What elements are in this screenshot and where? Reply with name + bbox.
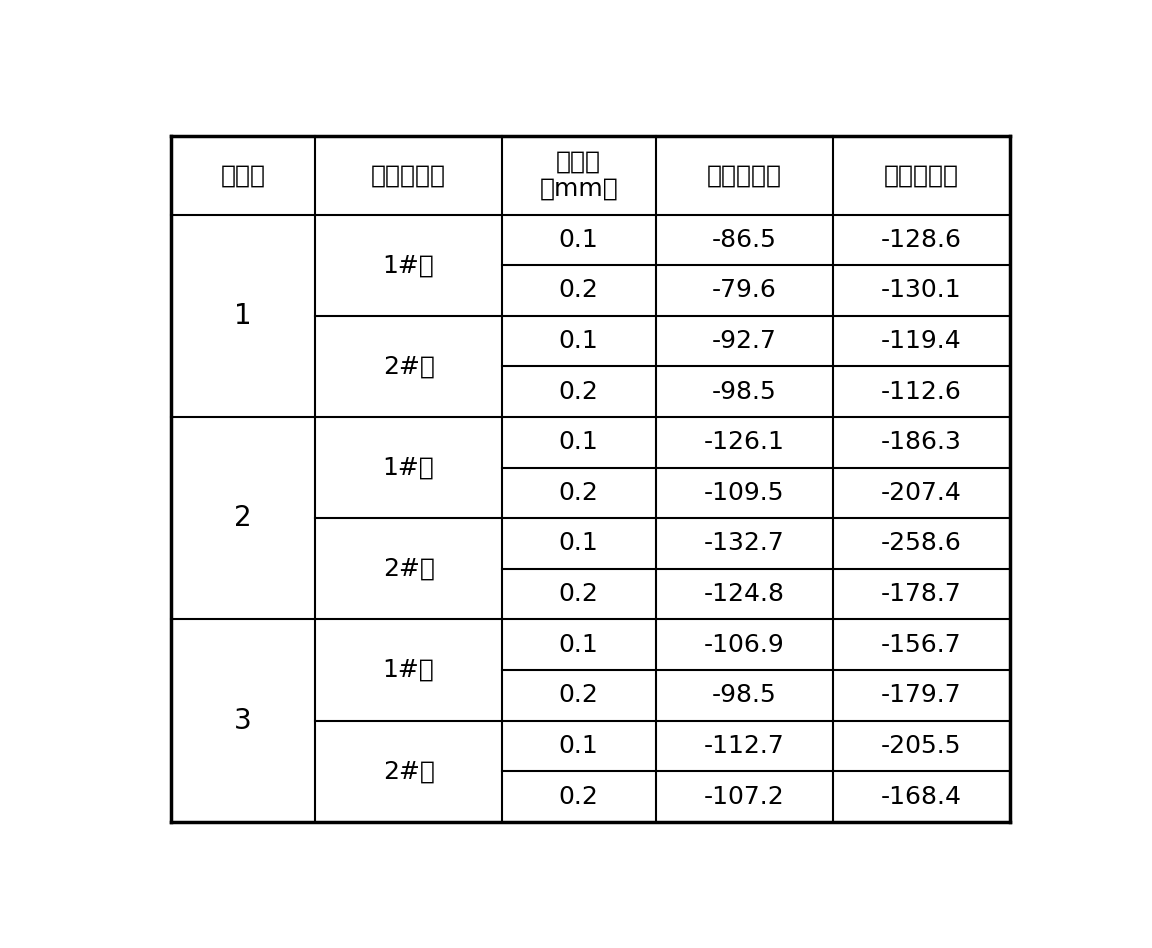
Text: -179.7: -179.7: [881, 684, 962, 707]
Text: -86.5: -86.5: [712, 228, 776, 252]
Text: 0.1: 0.1: [559, 734, 599, 757]
Text: -109.5: -109.5: [704, 481, 785, 505]
Text: 0.2: 0.2: [559, 380, 599, 404]
Text: -112.7: -112.7: [704, 734, 785, 757]
Text: -98.5: -98.5: [712, 380, 776, 404]
Text: 2#齿: 2#齿: [382, 355, 434, 378]
Text: 0.1: 0.1: [559, 532, 599, 556]
Text: 0.1: 0.1: [559, 632, 599, 657]
Text: -132.7: -132.7: [704, 532, 785, 556]
Text: -79.6: -79.6: [712, 279, 776, 302]
Text: -119.4: -119.4: [881, 329, 962, 353]
Text: -207.4: -207.4: [881, 481, 962, 505]
Text: 3: 3: [234, 706, 252, 735]
Text: 0.1: 0.1: [559, 329, 599, 353]
Text: -156.7: -156.7: [881, 632, 962, 657]
Text: -106.9: -106.9: [704, 632, 785, 657]
Text: 1#齿: 1#齿: [382, 253, 434, 277]
Text: 2#齿: 2#齿: [382, 759, 434, 783]
Text: -112.6: -112.6: [881, 380, 962, 404]
Text: 沿齿面方向: 沿齿面方向: [884, 163, 958, 187]
Text: 2#齿: 2#齿: [382, 556, 434, 581]
Text: 0.2: 0.2: [559, 785, 599, 809]
Text: -258.6: -258.6: [881, 532, 962, 556]
Text: 0.1: 0.1: [559, 430, 599, 454]
Text: -92.7: -92.7: [712, 329, 776, 353]
Text: -128.6: -128.6: [881, 228, 962, 252]
Text: -130.1: -130.1: [881, 279, 962, 302]
Text: 0.2: 0.2: [559, 582, 599, 606]
Text: -205.5: -205.5: [881, 734, 962, 757]
Text: 0.2: 0.2: [559, 279, 599, 302]
Text: -186.3: -186.3: [881, 430, 962, 454]
Text: -126.1: -126.1: [704, 430, 785, 454]
Text: 距表层
（mm）: 距表层 （mm）: [539, 149, 619, 201]
Text: 1#齿: 1#齿: [382, 456, 434, 480]
Text: 1: 1: [234, 301, 252, 330]
Text: -178.7: -178.7: [881, 582, 962, 606]
Text: 0.1: 0.1: [559, 228, 599, 252]
Text: 随机抽取齿: 随机抽取齿: [371, 163, 446, 187]
Text: 2: 2: [234, 504, 252, 532]
Text: -107.2: -107.2: [704, 785, 785, 809]
Text: 0.2: 0.2: [559, 684, 599, 707]
Text: -124.8: -124.8: [704, 582, 785, 606]
Text: -168.4: -168.4: [881, 785, 962, 809]
Text: -98.5: -98.5: [712, 684, 776, 707]
Text: 沿齿根底面: 沿齿根底面: [707, 163, 782, 187]
Text: 0.2: 0.2: [559, 481, 599, 505]
Text: 1#齿: 1#齿: [382, 658, 434, 682]
Text: 实施例: 实施例: [220, 163, 266, 187]
